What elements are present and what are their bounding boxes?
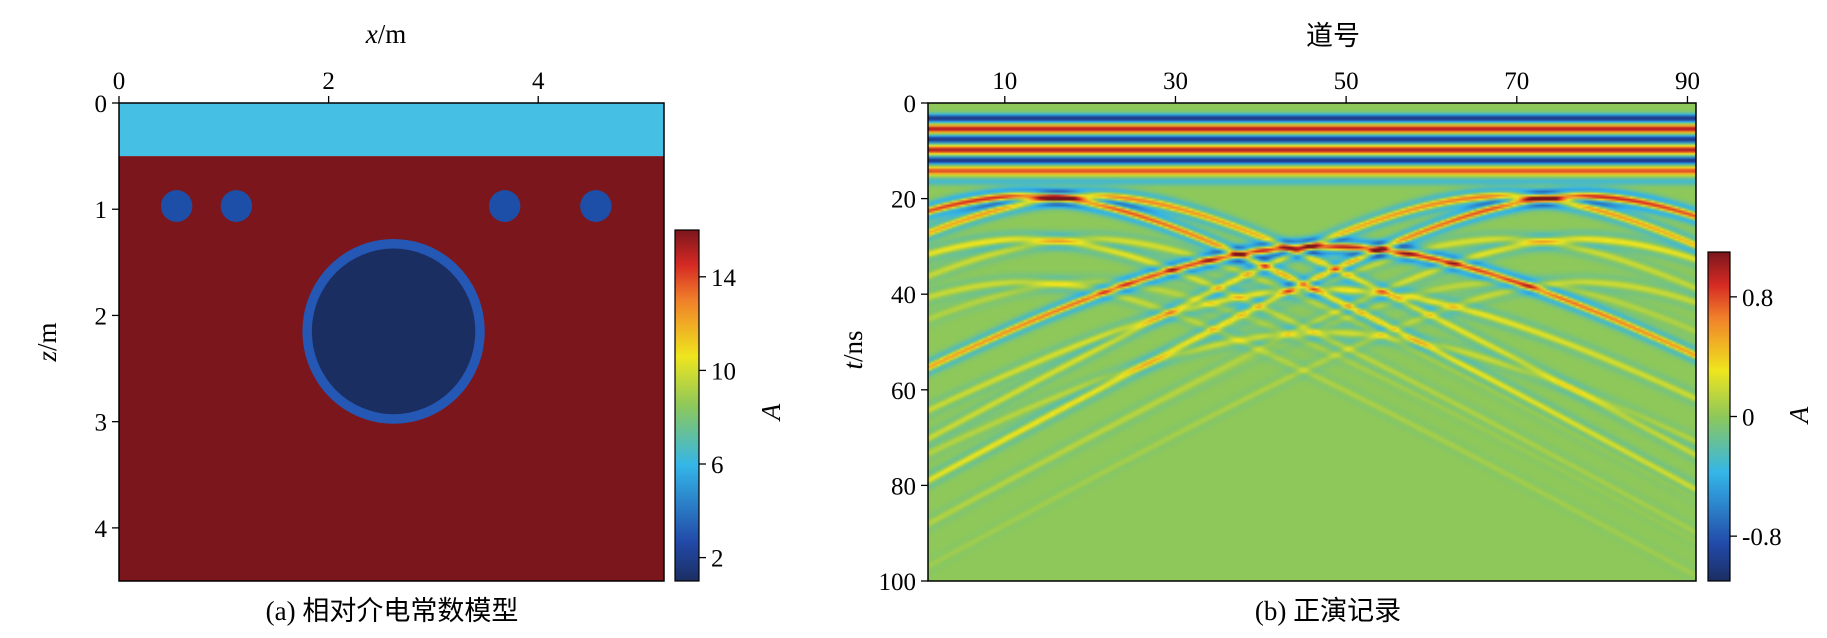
b-x-tick-label: 50 (1334, 68, 1359, 95)
a-colorbar-tick-label: 2 (711, 546, 724, 573)
a-small-target-1 (160, 190, 193, 222)
b-y-tick-label: 100 (879, 569, 917, 596)
b-colorbar-label: A (1784, 406, 1814, 425)
a-y-tick-label: 4 (95, 516, 108, 543)
a-y-tick-label: 2 (95, 303, 108, 330)
b-x-tick-label: 30 (1163, 68, 1188, 95)
b-x-tick-label: 10 (992, 68, 1017, 95)
a-caption: (a) 相对介电常数模型 (266, 596, 519, 626)
b-y-label-unit: /ns (838, 330, 868, 362)
a-x-tick-label: 4 (532, 68, 545, 95)
b-colorbar-ticks: -0.8 0 0.8 (1730, 285, 1782, 551)
a-y-label-symbol: z (32, 351, 62, 363)
b-y-axis-label: t/ns (838, 330, 868, 369)
panel-b-forward-record: 10 30 50 70 90 0 20 40 60 80 100 道号 t/ns -0.8 0 0.8… (838, 21, 1814, 626)
b-y-tick-label: 0 (904, 91, 917, 118)
a-y-label-unit: /m (32, 322, 62, 351)
a-y-tick-label: 0 (95, 91, 108, 118)
a-x-axis-label: x/m (365, 19, 407, 49)
a-x-tick-label: 2 (322, 68, 335, 95)
b-y-tick-label: 40 (891, 282, 916, 309)
a-small-target-3 (488, 190, 521, 222)
a-y-ticks: 0 1 2 3 4 (95, 91, 119, 543)
b-y-tick-label: 60 (891, 378, 916, 405)
a-plot-area (119, 103, 664, 581)
b-y-ticks: 0 20 40 60 80 100 (879, 91, 928, 596)
a-small-target-2 (220, 190, 253, 222)
b-y-label-symbol: t (838, 361, 868, 370)
a-y-tick-label: 3 (95, 410, 108, 437)
panel-a-permittivity-model: 0 2 4 0 1 2 3 4 x/m z/m 2 6 10 14 A (a) 相对介电常数模型 (32, 19, 786, 626)
a-layer-air (119, 103, 664, 157)
b-plot-frame (927, 102, 1697, 582)
a-colorbar-ticks: 2 6 10 14 (699, 265, 737, 573)
b-x-tick-label: 90 (1675, 68, 1700, 95)
a-colorbar-label: A (756, 403, 786, 422)
b-x-axis-label: 道号 (1306, 21, 1360, 51)
a-colorbar (674, 229, 700, 582)
a-y-tick-label: 1 (95, 197, 108, 224)
b-x-ticks: 10 30 50 70 90 (992, 68, 1700, 103)
a-x-tick-label: 0 (113, 68, 126, 95)
a-y-axis-label: z/m (32, 322, 62, 362)
a-x-label-symbol: x (365, 19, 378, 49)
a-plot-frame (118, 102, 665, 582)
b-colorbar-tick-label: 0 (1742, 405, 1755, 432)
b-y-tick-label: 20 (891, 187, 916, 214)
b-y-tick-label: 80 (891, 473, 916, 500)
a-colorbar-tick-label: 10 (711, 358, 736, 385)
a-colorbar-tick-label: 6 (711, 452, 724, 479)
a-small-target-4 (580, 190, 612, 222)
b-caption: (b) 正演记录 (1255, 596, 1401, 626)
b-colorbar-tick-label: 0.8 (1742, 285, 1773, 312)
a-cavity-core (311, 248, 476, 415)
b-colorbar (1707, 251, 1731, 582)
a-x-ticks: 0 2 4 (113, 68, 545, 103)
b-colorbar-tick-label: -0.8 (1742, 524, 1782, 551)
a-x-label-unit: /m (378, 19, 407, 49)
b-radargram-image (928, 103, 1696, 581)
a-colorbar-tick-label: 14 (711, 265, 737, 292)
b-x-tick-label: 70 (1504, 68, 1529, 95)
